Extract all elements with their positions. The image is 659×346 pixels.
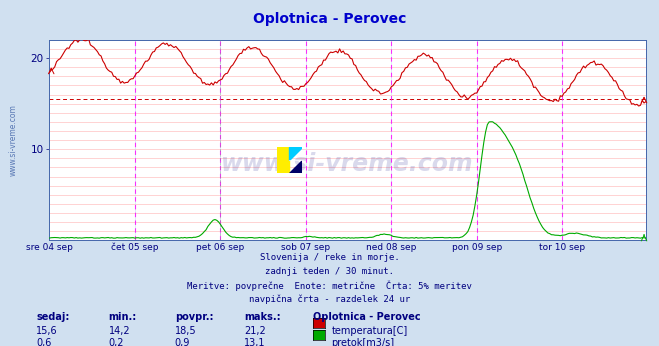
- Bar: [277, 147, 289, 173]
- Text: min.:: min.:: [109, 312, 137, 322]
- Text: sob 07 sep: sob 07 sep: [281, 243, 330, 252]
- Polygon shape: [289, 160, 302, 173]
- Text: Oplotnica - Perovec: Oplotnica - Perovec: [313, 312, 420, 322]
- Text: Oplotnica - Perovec: Oplotnica - Perovec: [253, 12, 406, 26]
- Text: maks.:: maks.:: [244, 312, 281, 322]
- Text: navpična črta - razdelek 24 ur: navpična črta - razdelek 24 ur: [249, 295, 410, 304]
- Text: 21,2: 21,2: [244, 326, 266, 336]
- Text: temperatura[C]: temperatura[C]: [331, 326, 408, 336]
- Text: www.si-vreme.com: www.si-vreme.com: [221, 152, 474, 176]
- Text: 14,2: 14,2: [109, 326, 130, 336]
- Text: www.si-vreme.com: www.si-vreme.com: [9, 104, 18, 176]
- Text: 0,6: 0,6: [36, 338, 51, 346]
- Text: 13,1: 13,1: [244, 338, 266, 346]
- Text: sedaj:: sedaj:: [36, 312, 70, 322]
- Text: pon 09 sep: pon 09 sep: [451, 243, 501, 252]
- Text: Slovenija / reke in morje.: Slovenija / reke in morje.: [260, 253, 399, 262]
- Text: tor 10 sep: tor 10 sep: [539, 243, 585, 252]
- Text: sre 04 sep: sre 04 sep: [26, 243, 73, 252]
- Text: povpr.:: povpr.:: [175, 312, 213, 322]
- Text: Meritve: povprečne  Enote: metrične  Črta: 5% meritev: Meritve: povprečne Enote: metrične Črta:…: [187, 281, 472, 291]
- Text: zadnji teden / 30 minut.: zadnji teden / 30 minut.: [265, 267, 394, 276]
- Polygon shape: [289, 147, 302, 160]
- Text: 0,2: 0,2: [109, 338, 125, 346]
- Text: ned 08 sep: ned 08 sep: [366, 243, 416, 252]
- Text: 18,5: 18,5: [175, 326, 196, 336]
- Text: pet 06 sep: pet 06 sep: [196, 243, 244, 252]
- Text: pretok[m3/s]: pretok[m3/s]: [331, 338, 395, 346]
- Text: 15,6: 15,6: [36, 326, 58, 336]
- Text: čet 05 sep: čet 05 sep: [111, 243, 159, 252]
- Text: 0,9: 0,9: [175, 338, 190, 346]
